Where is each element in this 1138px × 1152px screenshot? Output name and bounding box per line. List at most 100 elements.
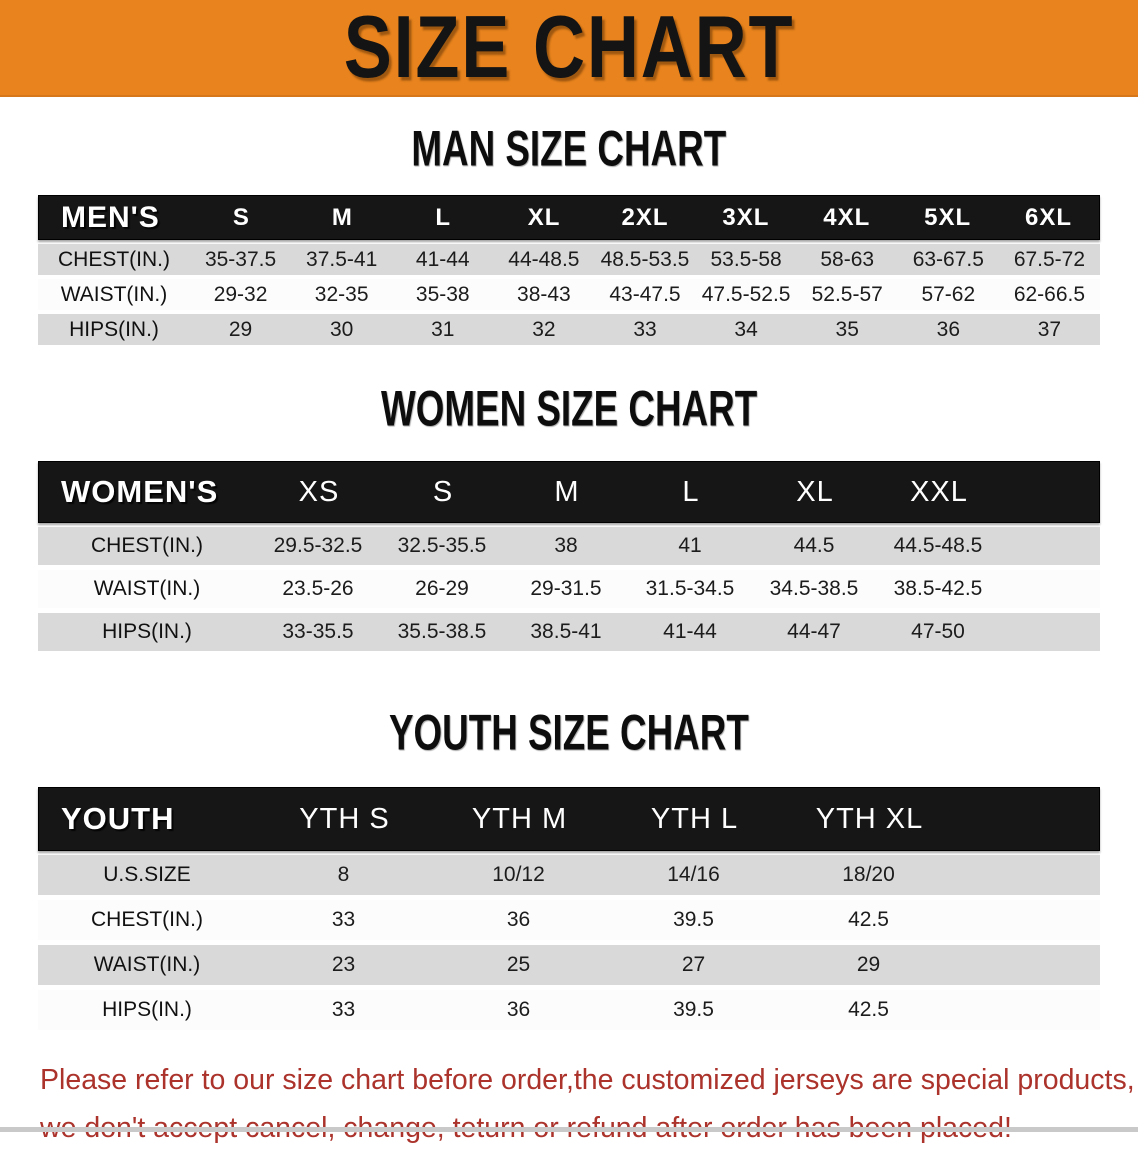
women-size-table: WOMEN'S XS S M L XL XXL CHEST(IN.) 29.5-32.5 32.5… [38, 461, 1100, 651]
cell-value: 44.5 [793, 534, 835, 557]
cell-value: 38.5-41 [530, 620, 602, 643]
cell-value: 47-50 [911, 620, 965, 643]
cell-value: 37 [1037, 317, 1062, 341]
row-label: HIPS(IN.) [69, 317, 159, 341]
cell-value: 30 [329, 317, 354, 341]
women-table-row: CHEST(IN.) 29.5-32.5 32.5-35.5 38 41 44.5 44.5… [38, 527, 1100, 565]
youth-section: YOUTH SIZE CHART YOUTH YTH S YTH M YTH L YTH … [0, 703, 1138, 1030]
row-label: WAIST(IN.) [93, 577, 201, 600]
row-label: WAIST(IN.) [60, 282, 168, 306]
cell-value: 29 [856, 953, 881, 976]
banner-title: SIZE CHART [343, 0, 795, 97]
women-section: WOMEN SIZE CHART WOMEN'S XS S M L XL XXL CHEST(I… [0, 379, 1138, 651]
cell-value: 53.5-58 [710, 247, 782, 271]
cell-value: 31 [431, 317, 455, 341]
cell-value: 41-44 [663, 620, 717, 643]
youth-section-heading: YOUTH SIZE CHART [0, 703, 1138, 761]
youth-column-header: YTH L [650, 802, 739, 835]
men-column-header: 3XL [722, 203, 770, 231]
cell-value: 39.5 [673, 998, 714, 1021]
youth-heading-text: YOUTH SIZE CHART [389, 703, 749, 761]
row-label: U.S.SIZE [103, 863, 191, 886]
youth-corner-label: YOUTH [61, 801, 175, 836]
cell-value: 29-31.5 [530, 577, 602, 600]
youth-table-row: HIPS(IN.) 33 36 39.5 42.5 [38, 990, 1100, 1030]
row-label: CHEST(IN.) [58, 247, 170, 271]
youth-table-row: WAIST(IN.) 23 25 27 29 [38, 945, 1100, 985]
cell-value: 29.5-32.5 [273, 534, 363, 557]
cell-value: 23 [331, 953, 356, 976]
bottom-edge-line [0, 1127, 1138, 1132]
women-section-heading: WOMEN SIZE CHART [0, 379, 1138, 437]
men-column-header: 2XL [621, 203, 669, 231]
men-column-header: 5XL [924, 203, 972, 231]
cell-value: 33 [633, 317, 657, 341]
cell-value: 47.5-52.5 [701, 282, 791, 306]
cell-value: 26-29 [415, 577, 469, 600]
cell-value: 33 [331, 908, 356, 931]
cell-value: 52.5-57 [811, 282, 883, 306]
cell-value: 67.5-72 [1013, 247, 1086, 271]
men-table-row: HIPS(IN.) 29 30 31 32 33 34 35 36 37 [38, 314, 1100, 345]
row-label: HIPS(IN.) [102, 998, 192, 1021]
cell-value: 44-48.5 [508, 247, 580, 271]
cell-value: 14/16 [667, 863, 720, 886]
cell-value: 41-44 [415, 247, 470, 271]
women-column-header: XS [298, 475, 340, 508]
men-corner-label: MEN'S [61, 200, 160, 234]
women-heading-text: WOMEN SIZE CHART [380, 379, 758, 437]
women-table-row: HIPS(IN.) 33-35.5 35.5-38.5 38.5-41 41-44 44-… [38, 613, 1100, 651]
youth-column-header: YTH S [299, 802, 390, 835]
women-table-row: WAIST(IN.) 23.5-26 26-29 29-31.5 31.5-34.5 34… [38, 570, 1100, 608]
cell-value: 36 [506, 908, 531, 931]
cell-value: 34.5-38.5 [769, 577, 859, 600]
women-column-header: XL [796, 475, 834, 508]
men-table-header-row: MEN'S S M L XL 2XL 3XL 4XL 5XL 6XL [38, 195, 1100, 240]
cell-value: 32.5-35.5 [397, 534, 487, 557]
cell-value: 48.5-53.5 [600, 247, 690, 271]
cell-value: 58-63 [820, 247, 875, 271]
row-label: WAIST(IN.) [93, 953, 201, 976]
disclaimer-line-1: Please refer to our size chart before or… [40, 1064, 1135, 1096]
cell-value: 36 [506, 998, 531, 1021]
cell-value: 38-43 [517, 282, 571, 306]
cell-value: 62-66.5 [1013, 282, 1086, 306]
cell-value: 63-67.5 [912, 247, 984, 271]
cell-value: 37.5-41 [306, 247, 378, 271]
men-column-header: 6XL [1025, 203, 1073, 231]
cell-value: 35 [835, 317, 859, 341]
youth-column-header: YTH XL [815, 802, 924, 835]
cell-value: 35-38 [415, 282, 470, 306]
row-label: HIPS(IN.) [102, 620, 192, 643]
youth-size-table: YOUTH YTH S YTH M YTH L YTH XL U.S.SIZE 8 10/12… [38, 787, 1100, 1030]
cell-value: 42.5 [848, 998, 889, 1021]
men-column-header: S [232, 203, 250, 231]
cell-value: 33 [331, 998, 356, 1021]
cell-value: 29-32 [213, 282, 268, 306]
cell-value: 39.5 [673, 908, 714, 931]
row-label: CHEST(IN.) [91, 908, 203, 931]
youth-column-header: YTH M [471, 802, 568, 835]
cell-value: 32 [532, 317, 556, 341]
men-column-header: 4XL [823, 203, 871, 231]
men-section-heading: MAN SIZE CHART [0, 120, 1138, 176]
cell-value: 18/20 [842, 863, 895, 886]
disclaimer: Please refer to our size chart before or… [40, 1056, 1138, 1152]
cell-value: 31.5-34.5 [645, 577, 735, 600]
size-chart-banner: SIZE CHART [0, 0, 1138, 97]
men-column-header: XL [527, 203, 561, 231]
cell-value: 25 [506, 953, 531, 976]
cell-value: 34 [734, 317, 758, 341]
women-column-header: S [432, 475, 454, 508]
youth-table-header-row: YOUTH YTH S YTH M YTH L YTH XL [38, 787, 1100, 851]
cell-value: 44-47 [787, 620, 841, 643]
cell-value: 43-47.5 [609, 282, 681, 306]
women-corner-label: WOMEN'S [61, 474, 219, 509]
cell-value: 32-35 [314, 282, 369, 306]
women-column-header: XXL [910, 475, 968, 508]
men-column-header: L [435, 203, 452, 231]
men-column-header: M [331, 203, 353, 231]
sections: MAN SIZE CHART MEN'S S M L XL 2XL 3XL 4XL 5XL 6XL C… [0, 120, 1138, 1030]
cell-value: 29 [228, 317, 253, 341]
cell-value: 57-62 [921, 282, 976, 306]
